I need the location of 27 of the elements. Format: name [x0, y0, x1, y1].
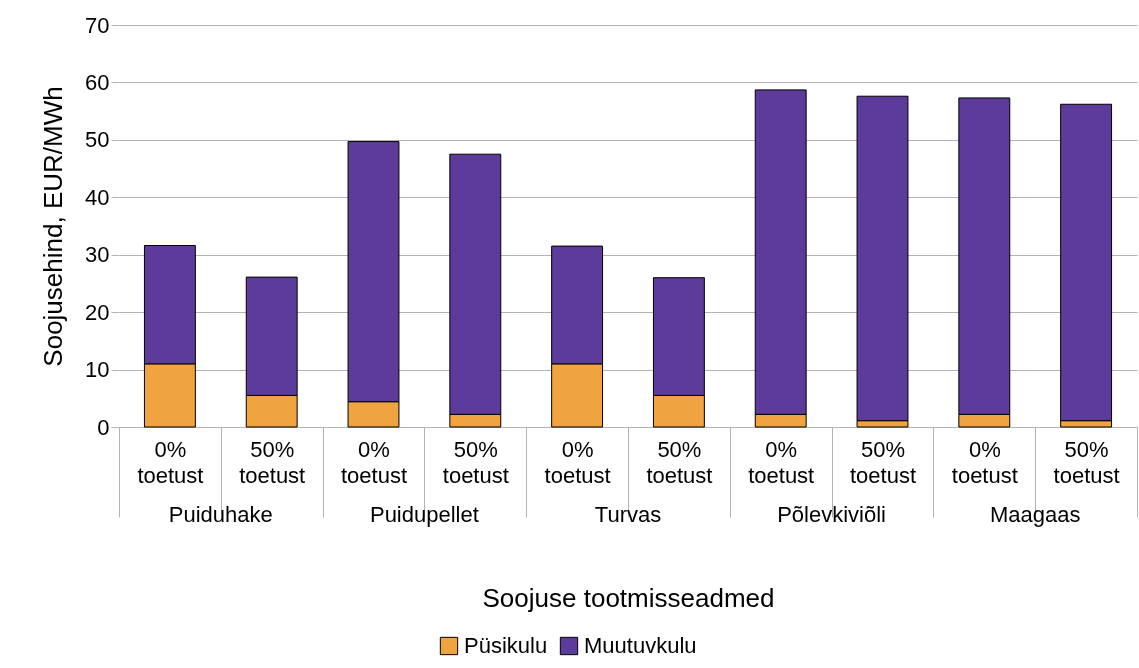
- x-tick-label: 50% toetust: [239, 436, 306, 488]
- x-tick-label: 50% toetust: [442, 436, 509, 488]
- x-tick-label: 50% toetust: [1053, 436, 1120, 488]
- x-tick-label: 0% toetust: [340, 436, 408, 488]
- y-tick-label: 30: [85, 242, 110, 268]
- x-tick-label: 0% toetust: [544, 436, 611, 488]
- x-tick-label: 50% toetust: [849, 436, 917, 488]
- x-axis-title: Soojuse tootmisseadmed: [482, 583, 775, 613]
- y-tick-label: 10: [85, 357, 110, 383]
- x-tick-label: 0% toetust: [951, 436, 1018, 488]
- text: Maagaas: [989, 502, 1081, 527]
- y-tick-label: 50: [85, 127, 110, 153]
- y-axis-title: Soojusehind, EUR/MWh: [38, 86, 69, 367]
- x-tick-label: 0% toetust: [137, 436, 204, 488]
- y-tick-label: 60: [85, 69, 110, 95]
- text: Põlevkiviõli: [777, 502, 887, 527]
- x-tick-label: 50% toetust: [646, 436, 713, 488]
- text: Puidupellet: [369, 502, 479, 527]
- x-tick-label: 0% toetust: [748, 436, 815, 488]
- text: Turvas: [594, 502, 662, 527]
- text: Puiduhake: [168, 502, 273, 527]
- y-tick-label: 20: [85, 299, 110, 325]
- y-tick-label: 70: [85, 12, 110, 38]
- y-tick-label: 40: [85, 184, 110, 210]
- y-tick-label: 0: [97, 414, 110, 440]
- legend-label: Muutuvkulu: [584, 633, 697, 658]
- legend-label: Püsikulu: [464, 633, 548, 658]
